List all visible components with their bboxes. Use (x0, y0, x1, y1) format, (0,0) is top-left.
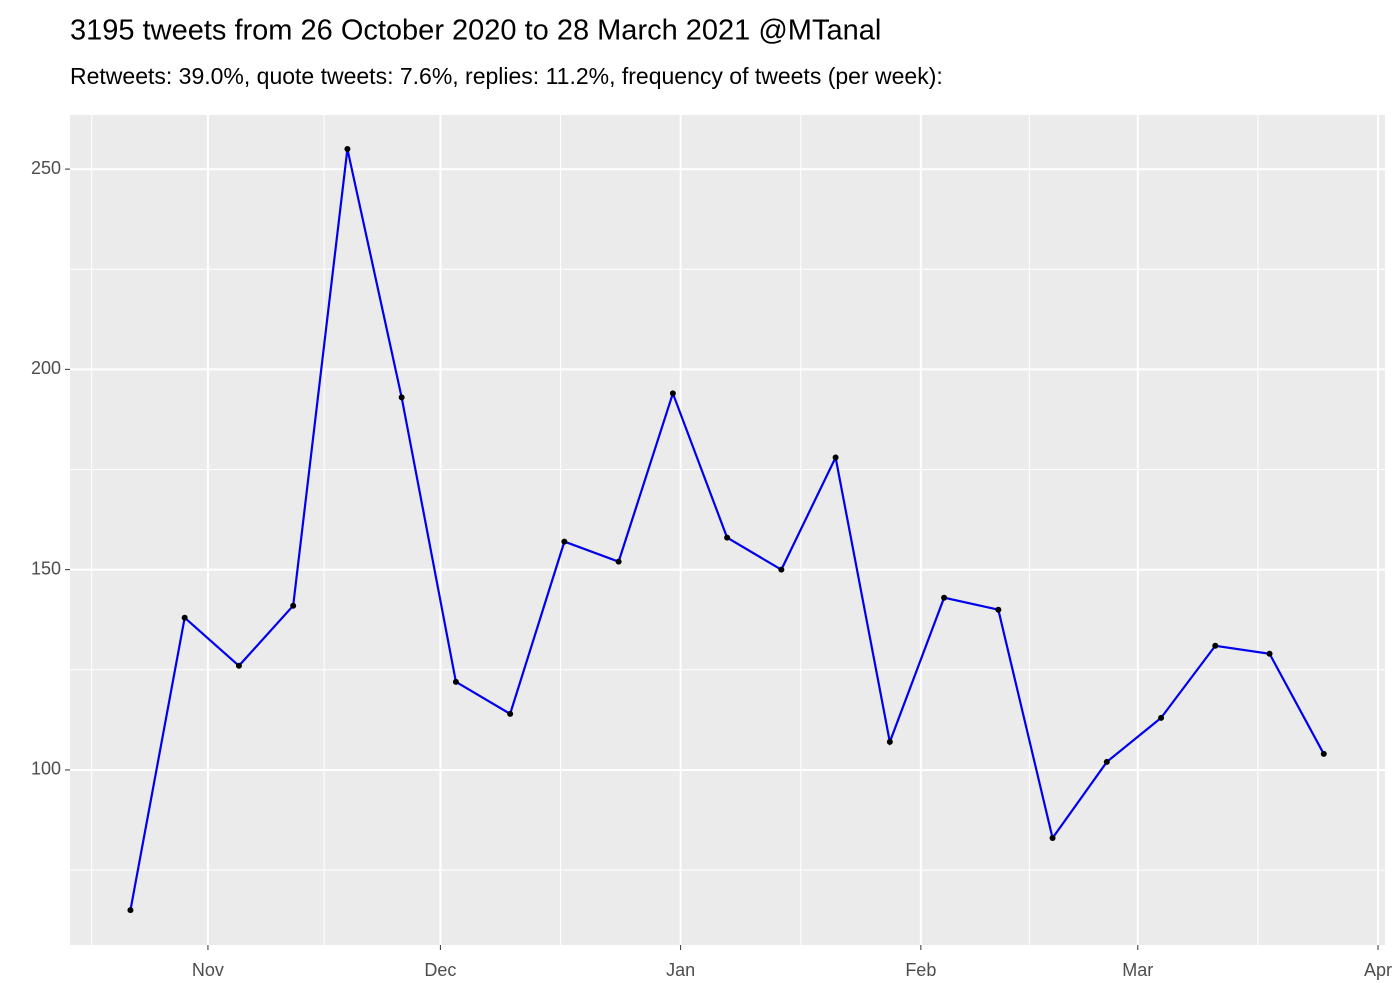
point (669, 390, 676, 397)
point (832, 454, 839, 461)
point (1049, 835, 1056, 842)
chart-subtitle: Retweets: 39.0%, quote tweets: 7.6%, rep… (70, 63, 943, 89)
point (127, 907, 134, 914)
x-tick-label: Mar (1122, 960, 1153, 980)
plot-background (70, 115, 1385, 945)
point (1266, 650, 1273, 657)
y-tick-label: 100 (31, 759, 61, 779)
point (452, 678, 459, 685)
y-tick-label: 250 (31, 158, 61, 178)
x-tick-label: Nov (192, 960, 224, 980)
point (181, 614, 188, 621)
point (778, 566, 785, 573)
x-tick-label: Feb (905, 960, 936, 980)
point (235, 662, 242, 669)
y-tick-label: 200 (31, 358, 61, 378)
point (886, 738, 893, 745)
point (507, 710, 514, 717)
point (724, 534, 731, 541)
point (398, 394, 405, 401)
point (1158, 714, 1165, 721)
y-tick-label: 150 (31, 558, 61, 578)
point (615, 558, 622, 565)
point (344, 146, 351, 153)
point (1320, 750, 1327, 757)
point (1212, 642, 1219, 649)
point (290, 602, 297, 609)
point (941, 594, 948, 601)
point (561, 538, 568, 545)
x-tick-label: Dec (424, 960, 456, 980)
point (995, 606, 1002, 613)
chart-title: 3195 tweets from 26 October 2020 to 28 M… (70, 15, 881, 47)
x-tick-label: Jan (666, 960, 695, 980)
x-tick-label: Apr (1364, 960, 1392, 980)
point (1103, 758, 1110, 765)
